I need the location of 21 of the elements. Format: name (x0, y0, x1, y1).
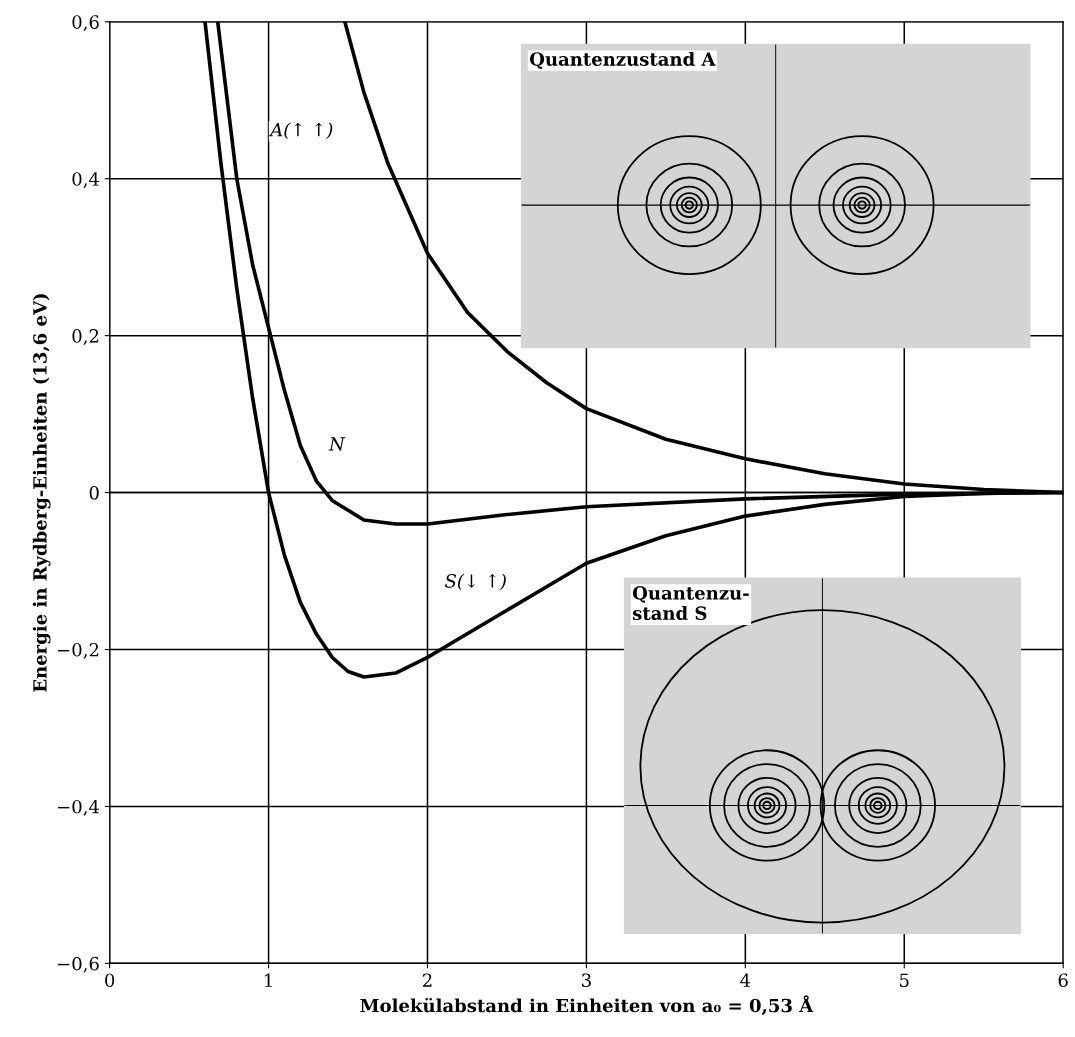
y-tick-label: −0,2 (58, 642, 99, 659)
series-label: N (328, 437, 346, 451)
text: A(↑ ↑) (268, 122, 333, 140)
annotation: Quantenzu- stand S (632, 586, 749, 620)
y-tick-label: −0,4 (58, 799, 100, 816)
y-tick-label: 0,2 (72, 329, 99, 345)
x-axis-title: Molekülabstand in Einheiten von a₀ = 0,53 Å (360, 995, 814, 1016)
y-tick-label: 0 (89, 486, 99, 500)
x-tick-label: 3 (582, 973, 591, 988)
x-tick-label: 2 (422, 973, 432, 987)
x-tick-label: 1 (265, 973, 272, 987)
x-tick-label: 6 (1058, 973, 1068, 988)
annotation: Quantenzustand A (529, 51, 716, 69)
x-tick-label: 0 (105, 973, 115, 988)
x-tick-label: 5 (900, 973, 909, 988)
y-tick-label: 0,6 (72, 15, 99, 32)
x-tick-label: 4 (740, 973, 751, 987)
y-tick-label: −0,6 (58, 956, 99, 973)
y-axis-title: Energie in Rydberg-Einheiten (13,6 eV) (32, 294, 51, 692)
y-tick-label: 0,4 (72, 172, 100, 189)
series-label: S(↓ ↑) (445, 573, 506, 591)
